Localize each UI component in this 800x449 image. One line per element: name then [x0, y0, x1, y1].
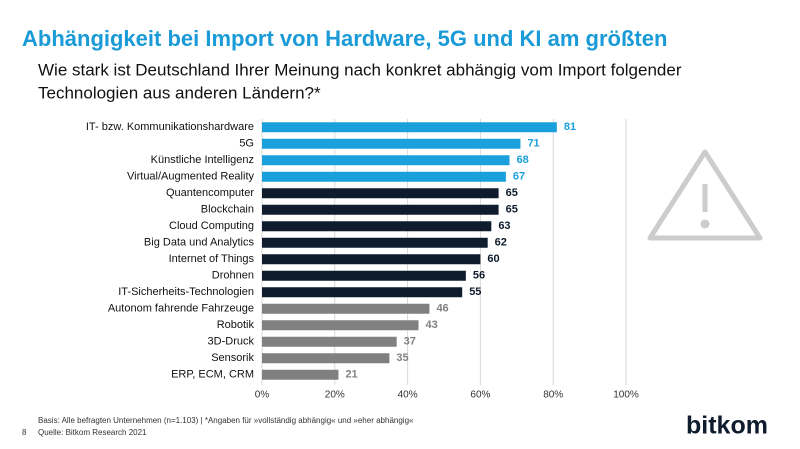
- value-label: 67: [513, 171, 525, 183]
- value-label: 37: [404, 336, 416, 348]
- bar: [262, 254, 481, 265]
- bar: [262, 138, 521, 149]
- bar: [262, 270, 466, 281]
- value-label: 43: [426, 319, 438, 331]
- y-tick-label: 5G: [239, 138, 254, 150]
- value-label: 60: [487, 253, 499, 265]
- subtitle: Technologien aus anderen Ländern?*: [38, 83, 321, 102]
- y-tick-label: Blockchain: [201, 204, 254, 216]
- bar: [262, 188, 499, 199]
- bar: [262, 353, 390, 364]
- y-tick-label: Big Data und Analytics: [144, 237, 255, 249]
- bar: [262, 303, 430, 314]
- bar: [262, 287, 463, 298]
- warning-icon: [647, 149, 763, 241]
- y-tick-label: Künstliche Intelligenz: [151, 154, 254, 166]
- value-label: 46: [436, 303, 448, 315]
- bar: [262, 320, 419, 331]
- page-number: 8: [22, 428, 27, 437]
- chart-title: Abhängigkeit bei Import von Hardware, 5G…: [22, 26, 667, 51]
- footnote: Basis: Alle befragten Unternehmen (n=1.1…: [38, 416, 414, 425]
- y-tick-label: Autonom fahrende Fahrzeuge: [108, 303, 254, 315]
- value-label: 56: [473, 270, 485, 282]
- y-tick-label: Cloud Computing: [169, 220, 254, 232]
- x-tick-label: 60%: [470, 390, 490, 401]
- y-tick-label: IT-Sicherheits-Technologien: [118, 286, 254, 298]
- value-label: 35: [396, 352, 408, 364]
- y-tick-label: IT- bzw. Kommunikationshardware: [86, 121, 254, 133]
- value-label: 81: [564, 121, 576, 133]
- value-label: 65: [506, 187, 518, 199]
- y-tick-label: Internet of Things: [169, 253, 255, 265]
- value-label: 21: [345, 369, 357, 381]
- bar: [262, 369, 339, 380]
- y-tick-label: Sensorik: [211, 352, 254, 364]
- y-tick-label: 3D-Druck: [208, 336, 255, 348]
- bar: [262, 122, 557, 133]
- y-tick-label: Robotik: [217, 319, 255, 331]
- x-tick-label: 20%: [325, 390, 345, 401]
- y-tick-label: ERP, ECM, CRM: [171, 369, 254, 381]
- bar: [262, 155, 510, 166]
- y-tick-label: Quantencomputer: [166, 187, 254, 199]
- subtitle: Wie stark ist Deutschland Ihrer Meinung …: [38, 60, 682, 79]
- bar: [262, 221, 492, 232]
- value-label: 65: [506, 204, 518, 216]
- logo: bitkom: [686, 412, 768, 440]
- value-label: 71: [527, 138, 539, 150]
- y-tick-label: Drohnen: [212, 270, 254, 282]
- bar: [262, 237, 488, 248]
- x-tick-label: 80%: [543, 390, 563, 401]
- value-label: 68: [517, 154, 529, 166]
- footnote: Quelle: Bitkom Research 2021: [38, 428, 147, 437]
- bar: [262, 204, 499, 215]
- x-tick-label: 100%: [613, 390, 639, 401]
- value-label: 63: [498, 220, 510, 232]
- value-label: 62: [495, 237, 507, 249]
- x-tick-label: 0%: [255, 390, 270, 401]
- x-tick-label: 40%: [398, 390, 418, 401]
- bar: [262, 171, 506, 182]
- bar: [262, 336, 397, 347]
- y-tick-label: Virtual/Augmented Reality: [127, 171, 254, 183]
- value-label: 55: [469, 286, 481, 298]
